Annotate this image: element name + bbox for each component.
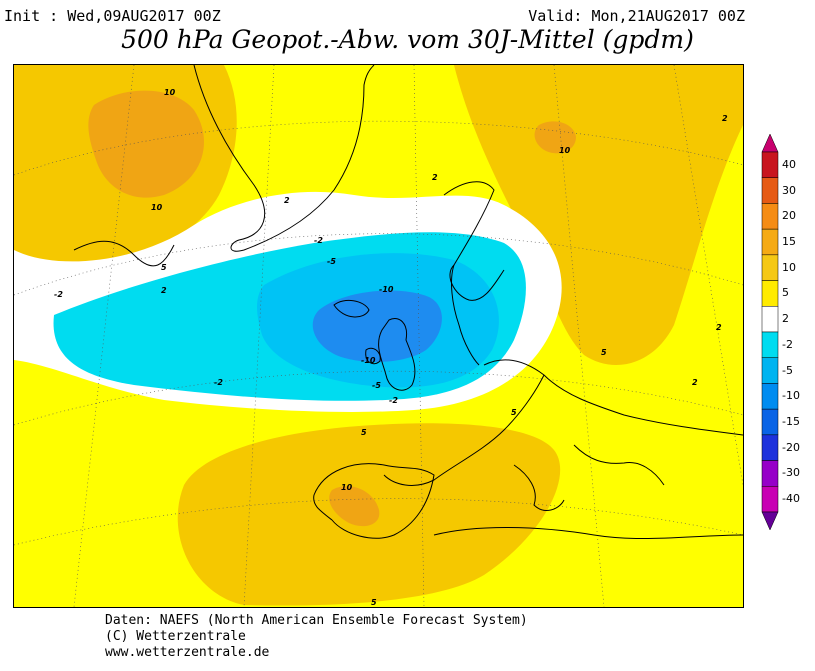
legend-tick-label: -15 bbox=[782, 415, 800, 428]
legend-tick-label: -10 bbox=[782, 389, 800, 403]
field-neg10 bbox=[312, 290, 442, 362]
contour-label: 2 bbox=[284, 196, 290, 205]
contour-label: -10 bbox=[361, 356, 376, 365]
legend-tick-label: -40 bbox=[782, 492, 800, 506]
legend-cell bbox=[761, 357, 779, 384]
legend-tick-label: 30 bbox=[782, 183, 796, 197]
legend-tick-label: 2 bbox=[782, 312, 789, 326]
legend-tick-label: -5 bbox=[782, 363, 793, 377]
legend-tick-label: 10 bbox=[782, 260, 796, 274]
contour-label: -5 bbox=[372, 381, 381, 390]
footer-line1: Daten: NAEFS (North American Ensemble Fo… bbox=[105, 613, 528, 628]
graticule bbox=[14, 65, 743, 607]
contour-label: 10 bbox=[341, 483, 353, 492]
footer-line2: (C) Wetterzentrale bbox=[105, 629, 246, 644]
legend-cell bbox=[761, 203, 779, 230]
legend-cell bbox=[761, 408, 779, 436]
legend-tick-label: 20 bbox=[782, 209, 796, 223]
contour-labels: 10 10 5 2 -2 10 2 2 -2 -5 -10 -10 -5 -2 … bbox=[54, 88, 728, 607]
contour-label: -2 bbox=[54, 290, 63, 299]
legend-tick-label: 15 bbox=[782, 235, 796, 248]
map-canvas: 10 10 5 2 -2 10 2 2 -2 -5 -10 -10 -5 -2 … bbox=[14, 65, 743, 607]
field-pos10-iberia bbox=[329, 486, 380, 527]
contour-label: -2 bbox=[214, 378, 223, 387]
contour-label: 10 bbox=[151, 203, 163, 212]
field-pos5-russia bbox=[454, 65, 743, 365]
legend-cell bbox=[761, 434, 779, 461]
contour-label: 5 bbox=[361, 428, 367, 437]
contour-label: 2 bbox=[161, 286, 167, 295]
contour-label: 2 bbox=[692, 378, 698, 387]
data-credits: Daten: NAEFS (North American Ensemble Fo… bbox=[105, 613, 528, 661]
legend-cell bbox=[761, 383, 779, 410]
legend-tick-label: 5 bbox=[782, 286, 789, 300]
footer-line3: www.wetterzentrale.de bbox=[105, 645, 270, 660]
contour-label: 5 bbox=[511, 408, 517, 417]
legend-cell bbox=[761, 228, 779, 256]
anomaly-map: 10 10 5 2 -2 10 2 2 -2 -5 -10 -10 -5 -2 … bbox=[13, 64, 744, 608]
contour-label: -2 bbox=[389, 396, 398, 405]
legend-cell bbox=[761, 280, 779, 307]
legend-arrow-bottom bbox=[761, 511, 779, 531]
contour-label: 10 bbox=[164, 88, 176, 97]
contour-label: 2 bbox=[722, 114, 728, 123]
contour-label: 10 bbox=[559, 146, 571, 155]
legend-cell bbox=[761, 460, 779, 487]
contour-label: -5 bbox=[327, 257, 336, 266]
legend-tick-label: 40 bbox=[782, 157, 796, 171]
contour-label: 5 bbox=[371, 598, 377, 607]
legend-cell bbox=[761, 177, 779, 204]
legend-cell bbox=[761, 151, 779, 178]
valid-time: Valid: Mon,21AUG2017 00Z bbox=[528, 7, 745, 25]
legend-cell bbox=[761, 306, 779, 333]
legend-tick-label: -20 bbox=[782, 440, 800, 454]
legend-cell bbox=[761, 254, 779, 281]
contour-label: -10 bbox=[379, 285, 394, 294]
legend-arrow-top bbox=[761, 133, 779, 153]
contour-label: 2 bbox=[716, 323, 722, 332]
field-pos10-greenland bbox=[88, 90, 204, 198]
legend-cell bbox=[761, 331, 779, 358]
legend-bar bbox=[761, 133, 779, 531]
init-time: Init : Wed,09AUG2017 00Z bbox=[4, 7, 221, 25]
contour-label: -2 bbox=[314, 236, 323, 245]
contour-label: 2 bbox=[432, 173, 438, 182]
color-legend: 40 30 20 15 10 5 2 -2 -5 -10 -15 -20 -30 -40 bbox=[760, 132, 815, 532]
legend-cell bbox=[761, 486, 779, 513]
contour-label: 5 bbox=[601, 348, 607, 357]
legend-tick-label: -2 bbox=[782, 337, 793, 351]
map-title: 500 hPa Geopot.-Abw. vom 30J-Mittel (gpd… bbox=[121, 25, 694, 54]
contour-label: 5 bbox=[161, 263, 167, 272]
legend-tick-label: -30 bbox=[782, 466, 800, 480]
coastlines bbox=[73, 65, 743, 540]
